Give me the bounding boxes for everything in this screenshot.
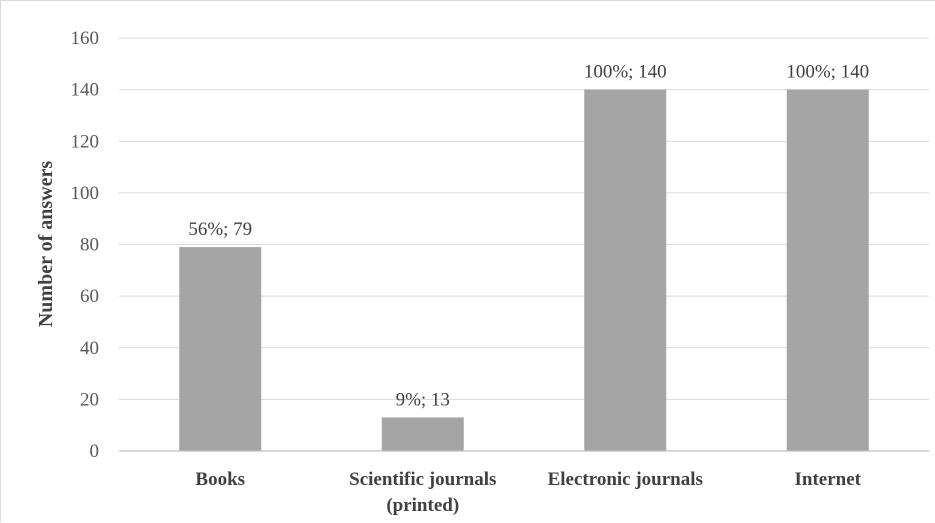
data-label: 100%; 140 [786,62,869,83]
category-labels: Books Scientific journals (printed) Electro… [195,469,861,516]
y-tick-label: 0 [90,441,100,462]
data-label: 100%; 140 [584,62,667,83]
category-label: Internet [795,469,862,490]
data-label: 9%; 13 [396,389,450,410]
y-tick-label: 140 [71,80,100,101]
y-tick-label: 80 [80,235,99,256]
y-tick-label: 40 [80,338,99,359]
y-tick-label: 60 [80,286,99,307]
bar [584,89,667,451]
bars [179,89,869,451]
data-label: 56%; 79 [188,219,252,240]
y-tick-label: 160 [71,28,100,49]
category-label: Books [195,469,245,490]
category-label: (printed) [386,495,459,516]
bar [381,417,464,451]
category-label: Electronic journals [548,469,703,490]
data-labels: 56%; 79 9%; 13 100%; 140 100%; 140 [188,62,869,411]
y-tick-label: 20 [80,389,99,410]
bar [179,247,262,451]
bar [786,89,869,451]
y-tick-label: 120 [71,131,100,152]
y-tick-labels: 0 20 40 60 80 100 120 140 160 [71,28,100,462]
category-label: Scientific journals [349,469,496,490]
y-tick-label: 100 [71,183,100,204]
y-axis-title: Number of answers [35,161,57,328]
